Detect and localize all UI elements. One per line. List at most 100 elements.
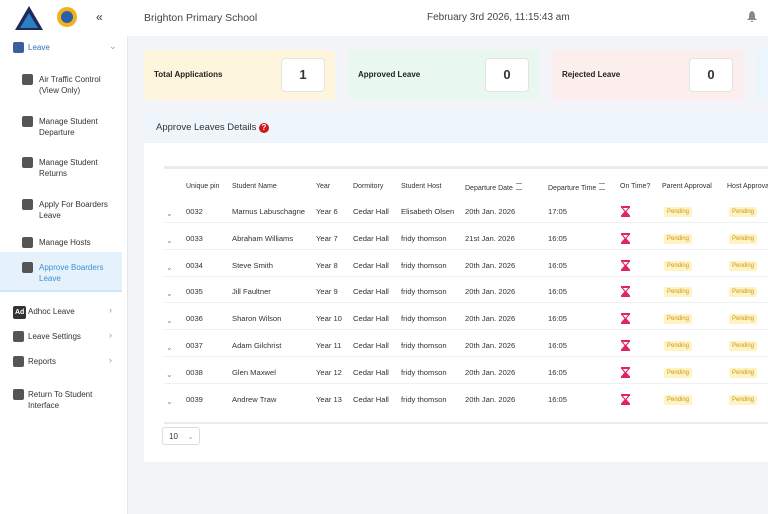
cell: Andrew Traw [232, 394, 277, 404]
column-header[interactable]: Departure Time [548, 183, 606, 192]
expand-icon[interactable]: ⌄ [166, 235, 173, 245]
expand-icon[interactable]: ⌄ [166, 262, 173, 272]
menu-item[interactable]: Manage Hosts [0, 237, 122, 251]
row-divider [164, 329, 768, 331]
cell: Cedar Hall [353, 233, 389, 243]
status-badge: Pending [664, 207, 693, 217]
panel-title-bar: Approve Leaves Details ? [144, 112, 768, 143]
cell: Abraham Williams [232, 233, 294, 243]
menu-item[interactable]: Ad Adhoc Leave › [0, 305, 122, 320]
hourglass-icon [621, 206, 630, 217]
cell: 0039 [186, 394, 203, 404]
help-icon[interactable]: ? [258, 123, 269, 133]
expand-icon[interactable]: ⌄ [166, 209, 173, 218]
stat-value: 0 [689, 58, 733, 92]
menu-item[interactable]: Leave ⌄ [0, 41, 122, 56]
column-header[interactable]: Dormitory [353, 183, 384, 190]
menu-item[interactable]: Return To Student Interface [0, 384, 122, 422]
panel: Approve Leaves Details ? 10 ⌄ Unique pin S… [144, 112, 768, 462]
row-divider [164, 222, 768, 223]
status-badge: Pending [729, 207, 758, 217]
cell: 16:05 [548, 367, 568, 377]
menu-item[interactable]: Manage Student Departure [0, 111, 122, 149]
expand-icon[interactable]: ⌄ [166, 343, 173, 352]
row-divider [164, 382, 768, 384]
menu-icon [22, 116, 33, 127]
status-badge: Pending [664, 341, 693, 351]
chevron: › [109, 330, 112, 340]
page-size: 10 [169, 432, 178, 441]
expand-icon[interactable]: ⌄ [166, 396, 173, 406]
page-size-select[interactable]: 10 ⌄ [162, 427, 200, 445]
column-header[interactable]: Student Name [232, 183, 277, 190]
cell: 20th Jan. 2026 [465, 341, 516, 350]
hourglass-icon [621, 286, 630, 298]
stat-label: Total Applications [154, 70, 223, 79]
menu-label: Apply For Boarders Leave [39, 200, 108, 220]
status-badge: Pending [729, 233, 758, 244]
column-header[interactable]: Departure Date [465, 183, 522, 192]
column-header[interactable]: Host Approval [727, 183, 768, 190]
logo [15, 6, 43, 30]
menu-label: Air Traffic Control (View Only) [39, 75, 101, 95]
cell: 20th Jan. 2026 [465, 260, 516, 270]
cell: 20th Jan. 2026 [465, 367, 516, 377]
menu-item[interactable]: Air Traffic Control (View Only) [0, 69, 122, 105]
filter-icon[interactable] [515, 183, 522, 190]
stat-card [756, 50, 768, 100]
row-divider [164, 275, 768, 277]
stat-card: Total Applications 1 [144, 50, 335, 100]
menu-item[interactable]: Leave Settings › [0, 330, 122, 345]
status-badge: Pending [729, 367, 758, 378]
chevron: ⌄ [109, 41, 117, 51]
row-divider [164, 356, 768, 357]
filter-icon[interactable] [599, 183, 606, 190]
cell: Year 7 [316, 233, 338, 243]
menu-label: Leave [28, 43, 50, 52]
column-header[interactable]: Student Host [401, 183, 442, 190]
menu-label: Reports [28, 357, 57, 366]
stat-value: 0 [485, 58, 529, 92]
bell-icon[interactable] [747, 11, 757, 22]
column-header[interactable]: Year [316, 183, 331, 190]
cell: fridy thomson [401, 314, 447, 324]
menu-icon [13, 356, 24, 367]
cell: 0035 [186, 287, 203, 297]
menu-label: Leave Settings [28, 332, 81, 341]
menu-item[interactable]: Approve Boarders Leave [0, 252, 122, 292]
cell: 20th Jan. 2026 [465, 314, 516, 324]
menu-badge: Ad [13, 306, 27, 319]
menu-icon [22, 157, 33, 168]
expand-icon[interactable]: ⌄ [166, 316, 173, 326]
cell: fridy thomson [401, 341, 447, 350]
school-name: Brighton Primary School [144, 12, 258, 24]
column-header[interactable]: Parent Approval [662, 183, 712, 190]
menu-icon [22, 237, 33, 248]
status-badge: Pending [664, 260, 693, 271]
column-header[interactable]: Unique pin [186, 183, 220, 190]
status-badge: Pending [729, 394, 758, 405]
cell: Cedar Hall [353, 207, 389, 216]
expand-icon[interactable]: ⌄ [166, 369, 173, 379]
column-header[interactable]: On Time? [620, 183, 651, 190]
collapse-button[interactable]: « [96, 10, 103, 24]
status-badge: Pending [729, 287, 758, 298]
hourglass-icon [621, 393, 630, 405]
cell: 0036 [186, 314, 203, 324]
cell: Year 11 [316, 341, 342, 350]
menu-item[interactable]: Manage Student Returns [0, 152, 122, 190]
menu-icon [13, 42, 24, 53]
menu-label: Manage Student Returns [39, 158, 98, 178]
menu-item[interactable]: Reports › [0, 355, 122, 370]
cell: Jill Faultner [232, 287, 271, 297]
stat-card: Approved Leave 0 [348, 50, 539, 100]
row-divider [164, 248, 768, 250]
menu-icon [22, 262, 33, 273]
status-badge: Pending [729, 341, 758, 351]
panel-title: Approve Leaves Details [156, 122, 257, 133]
expand-icon[interactable]: ⌄ [166, 289, 173, 299]
cell: 16:05 [548, 287, 568, 297]
menu-item[interactable]: Apply For Boarders Leave [0, 194, 122, 232]
cell: 20th Jan. 2026 [465, 287, 516, 297]
